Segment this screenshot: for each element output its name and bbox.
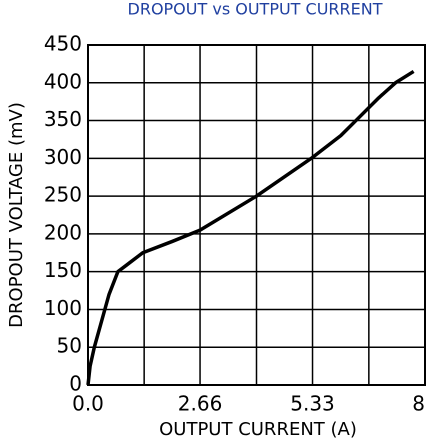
x-tick-label: 8: [412, 392, 425, 416]
y-tick-label: 150: [44, 258, 82, 282]
x-tick-label: 5.33: [290, 392, 335, 416]
y-tick-label: 200: [44, 220, 82, 244]
x-tick-label: 2.66: [178, 392, 223, 416]
y-tick-label: 0: [69, 372, 82, 396]
y-axis-label: DROPOUT VOLTAGE (mV): [6, 102, 27, 328]
y-tick-label: 450: [44, 32, 82, 56]
y-tick-label: 300: [44, 145, 82, 169]
y-tick-label: 350: [44, 107, 82, 131]
data-line: [86, 69, 415, 386]
y-tick-label: 50: [57, 334, 82, 358]
x-tick-label: 0.0: [72, 392, 104, 416]
y-tick-label: 400: [44, 69, 82, 93]
y-tick-label: 250: [44, 183, 82, 207]
plot-frame: [87, 44, 426, 386]
y-tick-label: 100: [44, 296, 82, 320]
x-axis-label: OUTPUT CURRENT (A): [159, 419, 357, 440]
chart-title: DROPOUT vs OUTPUT CURRENT: [128, 0, 383, 19]
